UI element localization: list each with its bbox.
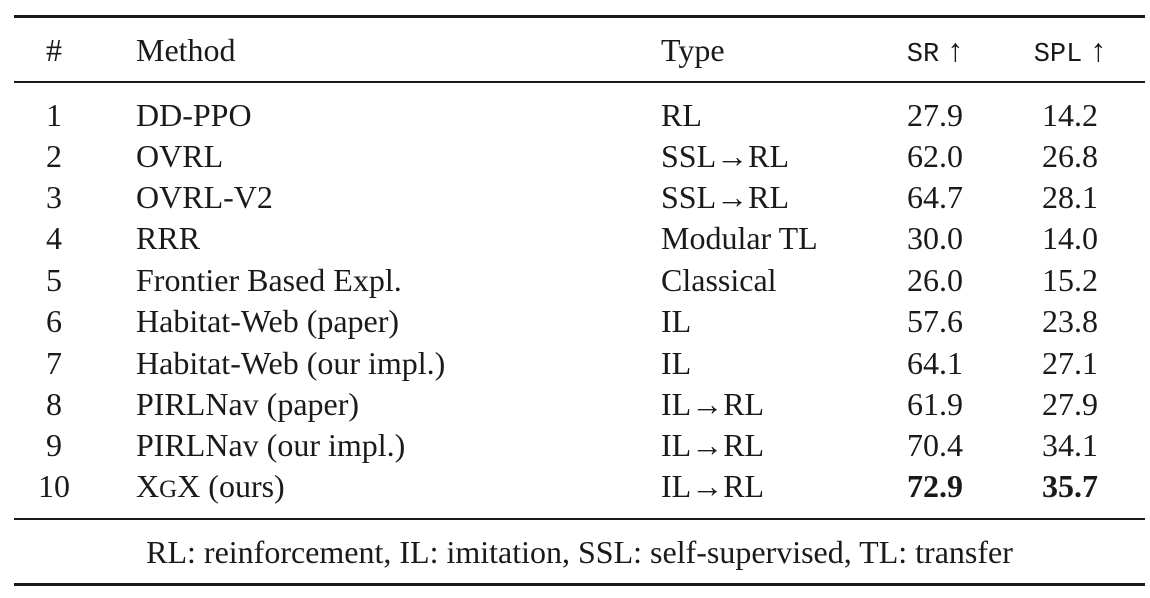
row-sr: 26.0 xyxy=(907,262,963,298)
row-spl: 14.2 xyxy=(1042,97,1098,133)
row-sr: 62.0 xyxy=(907,138,963,174)
row-method: Habitat-Web (our impl.) xyxy=(136,345,446,381)
header-method: Method xyxy=(136,32,236,68)
header-sr: SR ↑ xyxy=(885,32,985,73)
row-num: 10 xyxy=(38,468,70,504)
method-name-part: X xyxy=(177,468,201,504)
row-method: PIRLNav (our impl.) xyxy=(136,427,406,463)
row-method: PIRLNav (paper) xyxy=(136,386,360,422)
row-sr: 72.9 xyxy=(907,468,963,504)
row-type: SSL→RL xyxy=(661,179,790,215)
row-sr: 70.4 xyxy=(907,427,963,463)
row-spl: 26.8 xyxy=(1042,138,1098,174)
row-num: 2 xyxy=(46,138,62,174)
row-spl: 28.1 xyxy=(1042,179,1098,215)
method-name-part: (ours) xyxy=(200,468,285,504)
row-type: IL→RL xyxy=(661,468,765,504)
row-type: Classical xyxy=(661,262,777,298)
row-num: 9 xyxy=(46,427,62,463)
row-method: Frontier Based Expl. xyxy=(136,262,402,298)
method-name-part: G xyxy=(159,476,178,503)
header-spl: SPL ↑ xyxy=(1010,32,1130,73)
bottom-rule xyxy=(14,583,1145,586)
up-arrow-icon: ↑ xyxy=(947,32,964,68)
row-type: Modular TL xyxy=(661,220,818,256)
row-num: 6 xyxy=(46,303,62,339)
top-rule xyxy=(14,15,1145,18)
up-arrow-icon: ↑ xyxy=(1090,32,1107,68)
row-num: 4 xyxy=(46,220,62,256)
row-type: IL→RL xyxy=(661,386,765,422)
row-spl: 34.1 xyxy=(1042,427,1098,463)
row-sr: 57.6 xyxy=(907,303,963,339)
row-sr: 64.7 xyxy=(907,179,963,215)
header-num: # xyxy=(46,32,62,68)
row-method: DD-PPO xyxy=(136,97,252,133)
row-type: RL xyxy=(661,97,702,133)
header-rule xyxy=(14,81,1145,83)
row-sr: 27.9 xyxy=(907,97,963,133)
header-type: Type xyxy=(661,32,725,68)
row-method: RRR xyxy=(136,220,201,256)
row-spl: 14.0 xyxy=(1042,220,1098,256)
footer-rule xyxy=(14,518,1145,520)
row-num: 1 xyxy=(46,97,62,133)
row-spl: 35.7 xyxy=(1042,468,1098,504)
method-name-part: X xyxy=(136,468,160,504)
row-type: SSL→RL xyxy=(661,138,790,174)
row-spl: 27.9 xyxy=(1042,386,1098,422)
row-type: IL xyxy=(661,345,692,381)
row-num: 8 xyxy=(46,386,62,422)
row-num: 3 xyxy=(46,179,62,215)
row-method: Habitat-Web (paper) xyxy=(136,303,400,339)
row-num: 7 xyxy=(46,345,62,381)
row-method: OVRL xyxy=(136,138,224,174)
row-spl: 27.1 xyxy=(1042,345,1098,381)
row-sr: 64.1 xyxy=(907,345,963,381)
row-type: IL→RL xyxy=(661,427,765,463)
header-sr-label: SR xyxy=(906,40,940,70)
header-spl-label: SPL xyxy=(1033,40,1083,70)
table-footnote: RL: reinforcement, IL: imitation, SSL: s… xyxy=(146,534,1013,570)
row-spl: 15.2 xyxy=(1042,262,1098,298)
row-method: XGX (ours) xyxy=(136,468,285,508)
row-spl: 23.8 xyxy=(1042,303,1098,339)
row-type: IL xyxy=(661,303,692,339)
row-sr: 30.0 xyxy=(907,220,963,256)
row-num: 5 xyxy=(46,262,62,298)
row-method: OVRL-V2 xyxy=(136,179,273,215)
row-sr: 61.9 xyxy=(907,386,963,422)
